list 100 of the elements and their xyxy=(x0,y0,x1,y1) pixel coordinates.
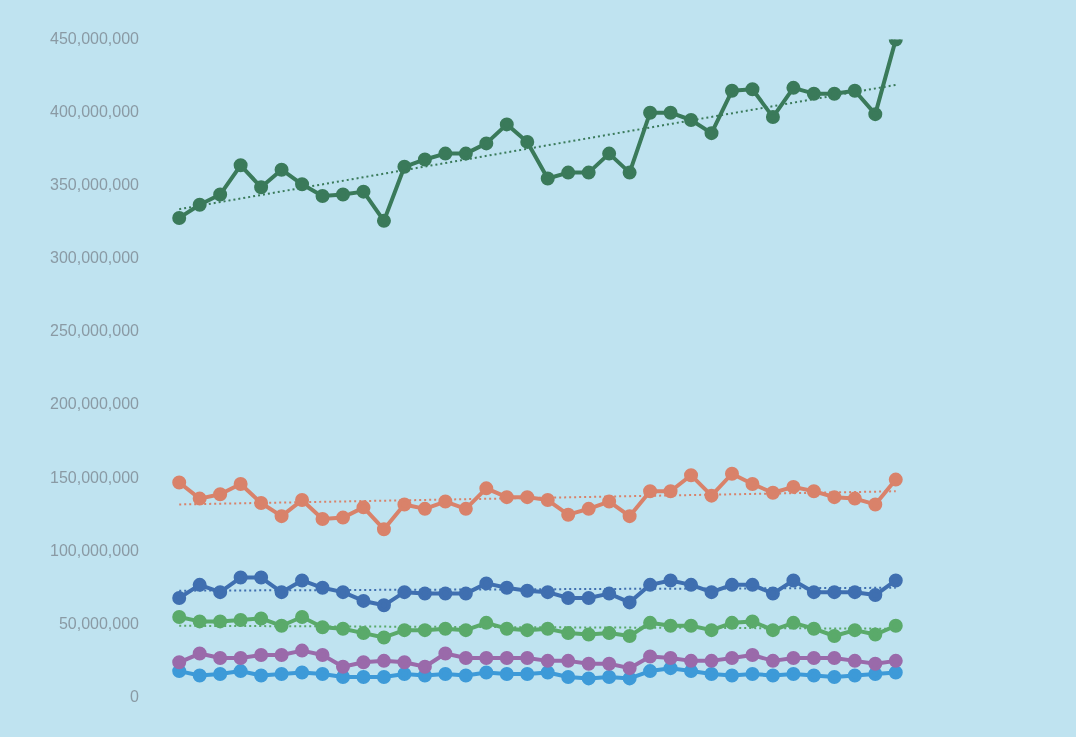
point xyxy=(684,468,699,483)
point xyxy=(417,659,432,674)
point xyxy=(254,648,269,663)
y-tick-label: 50,000,000 xyxy=(58,614,140,632)
point xyxy=(438,146,453,161)
point xyxy=(602,656,617,671)
point xyxy=(786,479,801,494)
point xyxy=(192,577,207,592)
point xyxy=(847,585,862,600)
point xyxy=(213,585,228,600)
point xyxy=(356,593,371,608)
point xyxy=(745,667,760,682)
point xyxy=(438,494,453,509)
point xyxy=(438,621,453,636)
point xyxy=(336,510,350,525)
point xyxy=(295,610,310,624)
point xyxy=(786,650,801,665)
point xyxy=(295,177,310,192)
point xyxy=(765,110,780,125)
point xyxy=(540,171,555,186)
point xyxy=(172,591,187,605)
point xyxy=(663,618,678,633)
point xyxy=(172,655,187,670)
point xyxy=(520,490,535,505)
point xyxy=(479,576,494,591)
point xyxy=(806,484,821,499)
point xyxy=(397,497,412,512)
y-tick-label: 0 xyxy=(130,687,140,705)
point xyxy=(888,472,903,487)
point xyxy=(806,86,821,101)
point xyxy=(438,667,453,682)
point xyxy=(581,501,596,516)
point xyxy=(786,573,801,588)
point xyxy=(458,623,473,638)
point xyxy=(499,117,514,132)
point xyxy=(745,577,760,592)
point xyxy=(192,614,207,629)
point xyxy=(643,105,658,120)
point xyxy=(172,475,187,490)
point xyxy=(643,577,658,592)
point xyxy=(868,497,883,512)
y-tick-label: 150,000,000 xyxy=(49,468,140,486)
point xyxy=(827,585,842,600)
point xyxy=(663,105,678,120)
y-tick-label: 350,000,000 xyxy=(49,176,140,194)
point xyxy=(520,623,535,638)
point xyxy=(172,210,187,225)
point xyxy=(724,650,739,665)
point xyxy=(192,491,207,506)
point xyxy=(233,612,248,627)
point xyxy=(458,668,473,683)
point xyxy=(458,146,473,161)
point xyxy=(561,165,576,180)
point xyxy=(847,668,862,683)
point xyxy=(806,668,821,683)
point xyxy=(295,573,310,588)
point xyxy=(704,585,719,600)
point xyxy=(315,189,330,204)
point xyxy=(540,665,555,680)
point xyxy=(684,618,699,633)
point xyxy=(704,488,719,503)
point xyxy=(827,490,842,505)
point xyxy=(765,586,780,601)
point xyxy=(376,669,391,684)
point xyxy=(479,136,494,151)
point xyxy=(663,573,678,588)
point xyxy=(847,623,862,638)
point xyxy=(622,509,637,524)
point xyxy=(581,656,596,671)
point xyxy=(765,668,780,683)
point xyxy=(827,629,842,644)
point xyxy=(786,615,801,630)
point xyxy=(540,621,555,636)
point xyxy=(520,134,535,149)
point xyxy=(827,86,842,101)
point xyxy=(213,487,228,502)
point xyxy=(233,650,248,665)
point xyxy=(622,661,637,676)
point xyxy=(724,577,739,592)
point xyxy=(499,490,514,505)
point xyxy=(254,668,269,683)
point xyxy=(868,656,883,671)
point xyxy=(745,648,760,663)
point xyxy=(745,82,760,97)
point xyxy=(376,653,391,668)
point xyxy=(888,653,903,668)
point xyxy=(868,107,883,122)
point xyxy=(397,159,412,174)
point xyxy=(806,650,821,665)
point xyxy=(684,577,699,592)
point xyxy=(868,667,883,682)
point xyxy=(520,583,535,598)
point xyxy=(643,649,658,664)
point xyxy=(397,585,412,600)
point xyxy=(233,570,248,585)
point xyxy=(213,614,228,629)
point xyxy=(295,643,310,658)
point xyxy=(724,466,739,481)
point xyxy=(397,655,412,670)
point xyxy=(192,646,207,661)
